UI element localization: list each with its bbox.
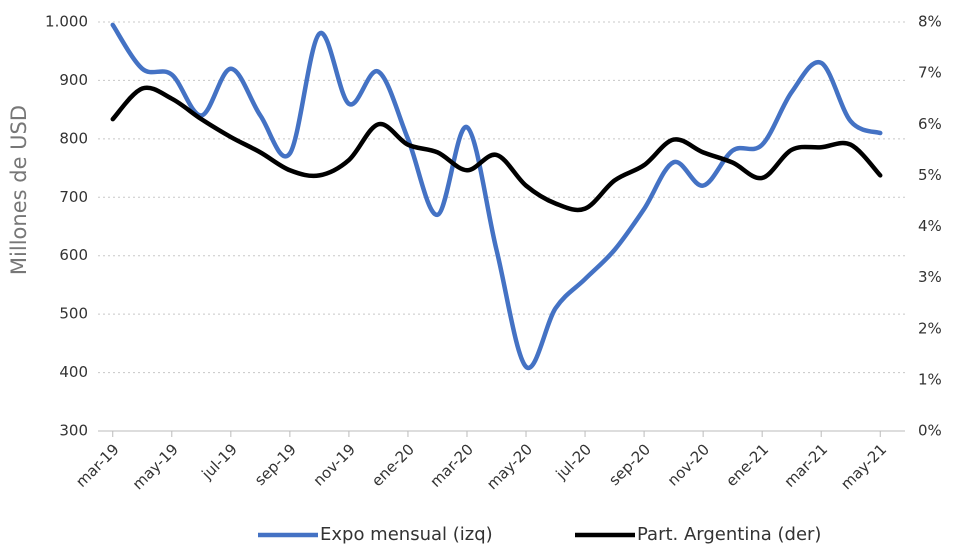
x-tick-label: may-19 [129,440,182,493]
x-tick-label: mar-19 [72,440,123,491]
x-tick-label: ene-20 [368,440,418,490]
legend-label: Expo mensual (izq) [320,524,493,545]
x-tick-label: nov-19 [310,440,359,489]
y2-tick-label: 6% [918,115,942,133]
y2-tick-label: 8% [918,13,942,31]
x-tick-label: jul-19 [197,440,240,483]
x-tick-label: ene-21 [722,440,772,490]
y-tick-label: 400 [59,363,88,381]
y-axis-label: Millones de USD [7,105,31,275]
y-tick-label: 300 [59,422,88,440]
x-tick-label: mar-21 [781,440,832,491]
y2-tick-label: 3% [918,268,942,286]
line-series [110,22,883,371]
x-tick-label: jul-20 [552,440,595,483]
x-tick-label: may-21 [837,440,890,493]
y2-tick-label: 4% [918,217,942,235]
y2-tick-label: 7% [918,64,942,82]
x-tick-label: mar-20 [426,440,477,491]
y2-tick-label: 0% [918,422,942,440]
y-tick-label: 500 [59,305,88,323]
y2-tick-label: 5% [918,166,942,184]
x-tick-label: sep-20 [605,440,654,489]
y-tick-label: 900 [59,71,88,89]
y-tick-label: 1.000 [45,13,88,31]
y2-tick-label: 1% [918,370,942,388]
x-tick-label: may-20 [483,440,536,493]
y-tick-label: 800 [59,129,88,147]
y2-tick-label: 2% [918,319,942,337]
x-tick-label: nov-20 [664,440,713,489]
y-tick-label: 700 [59,188,88,206]
legend-label: Part. Argentina (der) [637,524,821,545]
line-series [110,85,883,213]
y-tick-label: 600 [59,246,88,264]
x-tick-label: sep-19 [251,440,300,489]
